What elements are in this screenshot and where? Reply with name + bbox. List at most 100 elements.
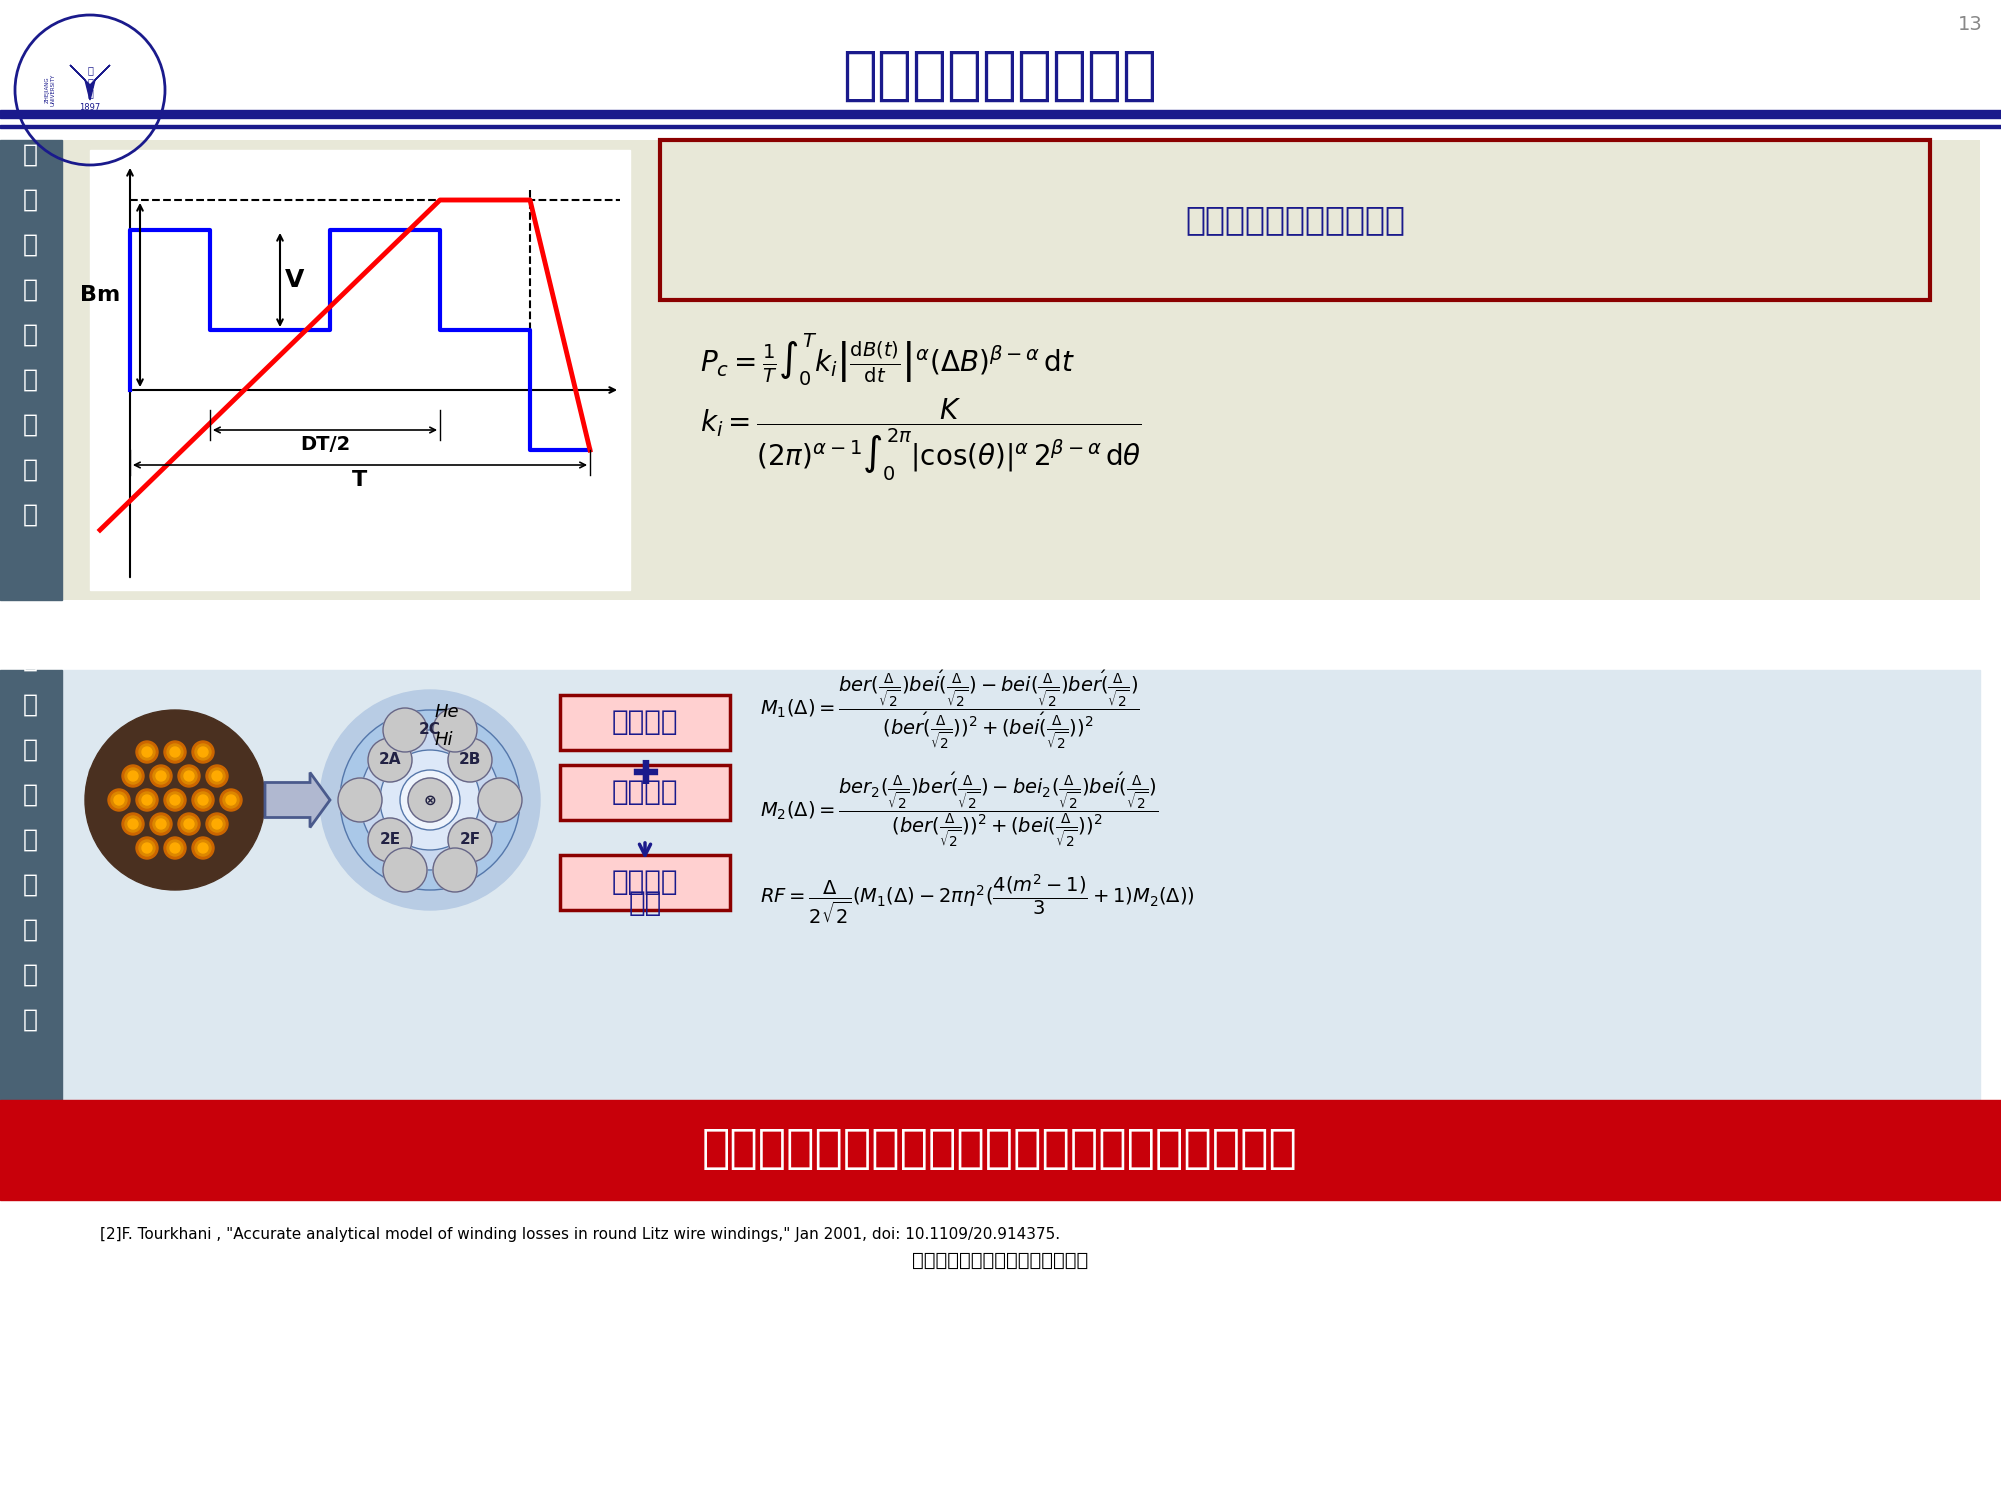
Circle shape [110,793,126,808]
Circle shape [124,769,140,784]
Text: DT/2: DT/2 [300,435,350,455]
Circle shape [160,732,176,749]
Circle shape [368,738,412,782]
Circle shape [380,750,480,850]
Bar [0,1100,2001,1199]
Text: 2E: 2E [380,833,400,848]
Circle shape [108,790,130,811]
Circle shape [170,796,180,805]
Text: $k_i = \dfrac{K}{(2\pi)^{\alpha-1}\int_0^{2\pi}|\cos(\theta)|^\alpha\, 2^{\beta-: $k_i = \dfrac{K}{(2\pi)^{\alpha-1}\int_0… [700,396,1143,483]
Circle shape [198,747,208,757]
Circle shape [206,766,228,787]
Bar [0,125,2001,128]
Circle shape [230,797,246,812]
Text: 型: 型 [22,503,38,527]
Text: 交流电阻: 交流电阻 [612,868,678,896]
Circle shape [368,818,412,862]
Text: 耗: 耗 [22,919,38,943]
Circle shape [164,741,186,763]
Circle shape [142,844,152,853]
Text: Bm: Bm [80,285,120,305]
FancyBboxPatch shape [560,695,730,750]
Circle shape [222,793,238,808]
Circle shape [212,820,222,829]
Text: 模: 模 [22,964,38,988]
Text: 励: 励 [22,278,38,302]
Text: 下: 下 [22,323,38,347]
Circle shape [138,744,154,760]
Circle shape [166,793,182,808]
Circle shape [136,735,152,752]
FancyBboxPatch shape [660,140,1931,300]
Text: $P_c = \frac{1}{T}\int_0^T k_i \left|\frac{\mathrm{d}B(t)}{\mathrm{d}t}\right|^\: $P_c = \frac{1}{T}\int_0^T k_i \left|\fr… [700,332,1075,389]
Circle shape [128,772,138,781]
Circle shape [210,805,226,821]
Polygon shape [70,65,110,101]
Circle shape [338,778,382,823]
Bar [90,150,630,590]
Circle shape [136,790,158,811]
Text: 域: 域 [22,738,38,763]
Circle shape [208,817,224,832]
Text: 全: 全 [22,648,38,672]
Circle shape [138,793,154,808]
Circle shape [128,820,138,829]
Circle shape [150,814,172,835]
Circle shape [136,741,158,763]
Text: 系数: 系数 [628,889,662,917]
Circle shape [242,760,258,775]
Circle shape [184,820,194,829]
Circle shape [122,814,144,835]
Circle shape [382,848,426,892]
Bar [0,110,2001,119]
Circle shape [142,747,152,757]
Bar [0,140,62,600]
Circle shape [194,744,210,760]
Text: 13: 13 [1957,15,1983,35]
Circle shape [156,820,166,829]
Text: 浙
江
大: 浙 江 大 [88,66,92,99]
Circle shape [84,710,264,890]
Text: 邻近效应: 邻近效应 [612,778,678,806]
Text: 绕: 绕 [22,784,38,808]
Circle shape [212,772,222,781]
Text: ✚: ✚ [630,758,658,791]
Text: 模: 模 [22,458,38,482]
Text: 2A: 2A [378,752,402,767]
Text: 2F: 2F [460,833,480,848]
Circle shape [198,796,208,805]
Circle shape [246,772,262,788]
Circle shape [340,710,520,890]
Circle shape [166,841,182,856]
Circle shape [180,817,196,832]
Circle shape [88,779,104,794]
Text: 磁: 磁 [22,368,38,392]
Circle shape [142,796,152,805]
Circle shape [320,690,540,910]
Text: He: He [434,702,460,720]
Text: 中国电工技术学会新媒体平台发布: 中国电工技术学会新媒体平台发布 [912,1250,1089,1270]
FancyBboxPatch shape [560,766,730,820]
Circle shape [242,785,258,802]
Circle shape [448,738,492,782]
Circle shape [160,812,176,827]
Text: 激: 激 [22,233,38,257]
FancyBboxPatch shape [560,856,730,910]
Circle shape [246,772,262,788]
Circle shape [156,772,166,781]
Circle shape [114,796,124,805]
Text: $M_2(\Delta)=\dfrac{ber_2(\frac{\Delta}{\sqrt{2}})ber\'(\frac{\Delta}{\sqrt{2}}): $M_2(\Delta)=\dfrac{ber_2(\frac{\Delta}{… [760,770,1159,850]
Circle shape [170,747,180,757]
Text: T: T [352,470,368,489]
FancyArrow shape [264,773,330,827]
Text: 磁芯与绕组损耗建模: 磁芯与绕组损耗建模 [842,47,1157,104]
Text: ZHEJIANG
UNIVERSITY: ZHEJIANG UNIVERSITY [44,74,56,107]
Text: 改进的通用斯坦梅兹公式: 改进的通用斯坦梅兹公式 [1185,204,1405,237]
Bar [0,669,62,1100]
Circle shape [230,747,246,764]
Circle shape [432,708,476,752]
Circle shape [432,848,476,892]
Circle shape [382,708,426,752]
Circle shape [194,841,210,856]
Circle shape [138,841,154,856]
